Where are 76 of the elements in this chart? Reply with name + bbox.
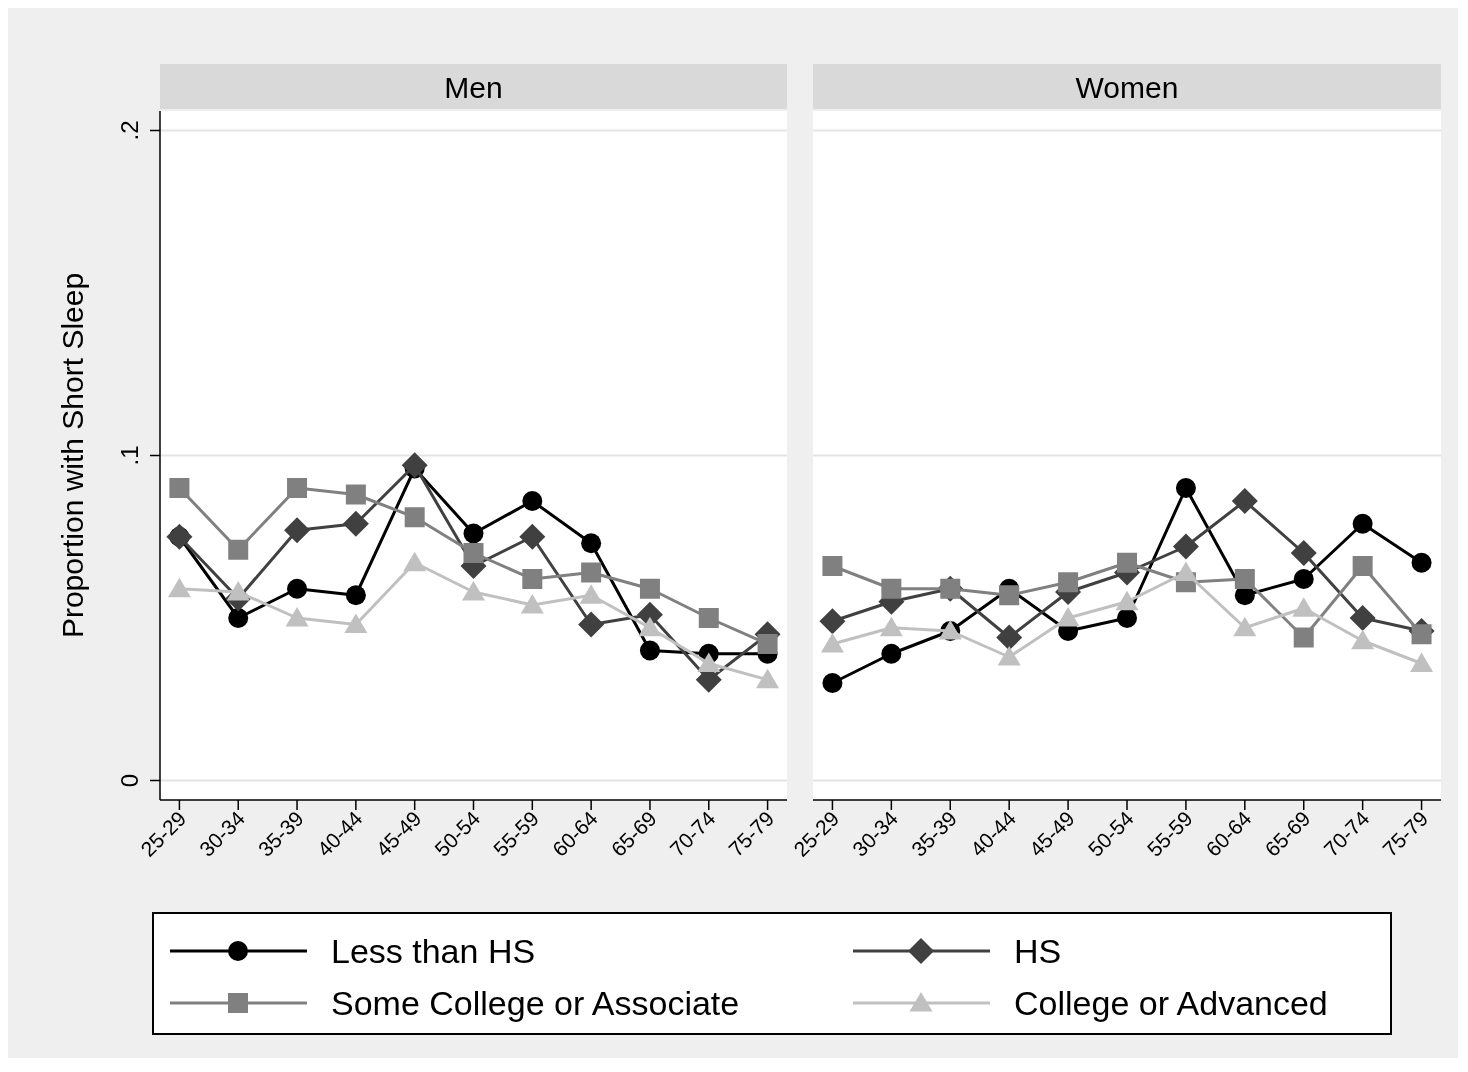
point (463, 523, 484, 544)
point (285, 607, 309, 627)
point (1117, 552, 1137, 573)
point (822, 673, 843, 693)
point (1292, 597, 1316, 617)
point (698, 608, 719, 628)
point (1352, 513, 1373, 534)
point (822, 556, 843, 576)
point (462, 581, 485, 601)
point (819, 608, 846, 635)
point (820, 633, 844, 653)
point (401, 452, 428, 479)
point (519, 523, 546, 550)
point (522, 491, 543, 511)
point (879, 616, 903, 637)
point (757, 634, 778, 654)
point (1174, 561, 1198, 581)
point (167, 577, 191, 598)
point (999, 585, 1020, 606)
legend-label: HS (1014, 932, 1062, 970)
point (1293, 569, 1314, 589)
point (1231, 488, 1258, 514)
legend-label: Some College or Associate (331, 984, 740, 1022)
point (404, 507, 425, 528)
point (1349, 605, 1376, 631)
point (1411, 624, 1432, 645)
point (344, 613, 368, 633)
point (1352, 556, 1373, 576)
point (226, 581, 250, 601)
point (1233, 616, 1257, 637)
y-tick-label: 0 (116, 773, 143, 788)
point (169, 478, 190, 498)
point (1293, 627, 1314, 648)
point (345, 484, 366, 505)
point (579, 584, 603, 604)
chart-title: Women (1075, 70, 1179, 104)
point (520, 594, 544, 614)
point (1290, 540, 1317, 566)
point (345, 585, 366, 606)
point (639, 578, 660, 599)
chart-title: Men (444, 70, 503, 104)
point (1410, 652, 1434, 672)
point (1056, 607, 1080, 627)
point (522, 569, 543, 589)
point (403, 551, 427, 572)
point (697, 652, 721, 672)
point (1411, 552, 1432, 573)
point (228, 539, 249, 560)
point (997, 646, 1021, 666)
point (881, 578, 902, 599)
point (287, 578, 308, 599)
y-tick-label: .2 (116, 120, 143, 141)
point (284, 517, 311, 544)
point (639, 640, 660, 661)
point (1117, 608, 1137, 628)
point (578, 611, 605, 638)
point (228, 608, 249, 628)
point (1175, 478, 1196, 498)
point (1115, 590, 1139, 611)
point (581, 533, 602, 554)
point (1058, 572, 1079, 593)
point (1172, 533, 1199, 560)
point (756, 668, 780, 689)
point (881, 643, 902, 664)
point (342, 510, 369, 537)
point (463, 543, 484, 563)
point (581, 562, 602, 583)
point (1234, 569, 1255, 589)
point (638, 616, 662, 637)
point (1351, 629, 1375, 650)
y-axis-title: Proportion with Short Sleep (56, 272, 89, 639)
legend-label: College or Advanced (1014, 984, 1328, 1022)
legend-label: Less than HS (331, 932, 536, 970)
y-tick-label: .1 (116, 445, 143, 466)
point (287, 478, 308, 498)
point (996, 624, 1023, 651)
